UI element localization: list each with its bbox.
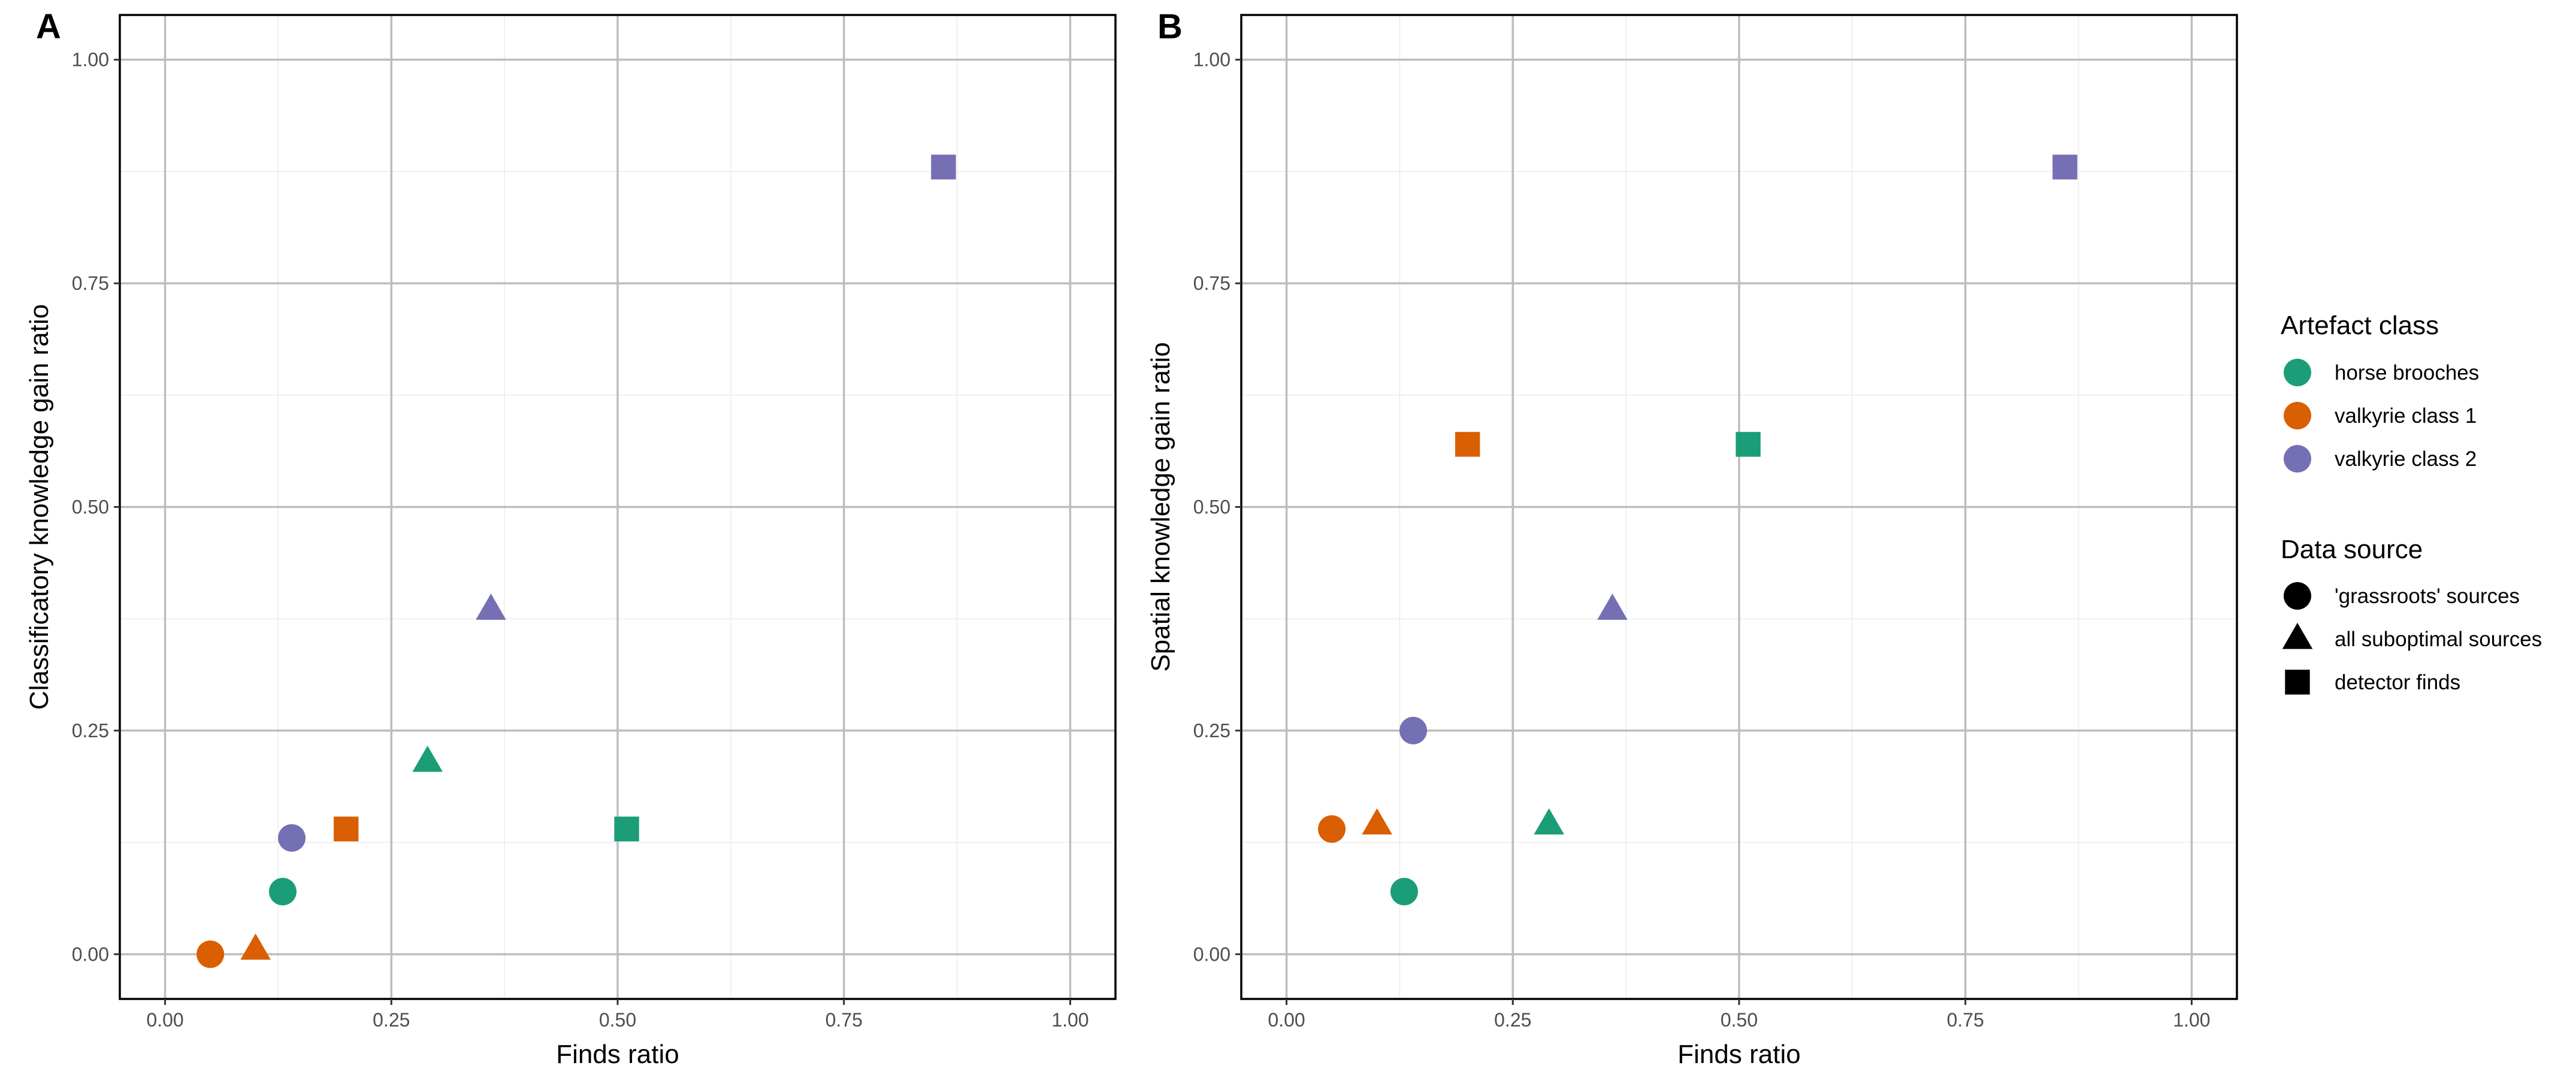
x-tick-label: 0.50 [1721, 1009, 1758, 1031]
data-point-valkyrie-class-2-circle [278, 824, 306, 852]
y-tick-label: 1.00 [1193, 49, 1230, 71]
data-point-valkyrie-class-1-circle [1318, 815, 1346, 843]
legend-label: horse brooches [2335, 361, 2479, 384]
data-point-horse-brooches-circle [268, 877, 297, 906]
legend: Artefact class horse brooches valkyrie cl… [2281, 311, 2542, 695]
data-point-valkyrie-class-1-square [334, 816, 359, 841]
legend-key-circle [2284, 582, 2311, 610]
data-point-horse-brooches-triangle [1534, 808, 1565, 835]
panel-letter: B [1157, 7, 1183, 46]
y-tick-label: 0.75 [1193, 272, 1230, 294]
y-tick-label: 0.75 [72, 272, 109, 294]
panel-a: 0.00 0.25 0.50 0.75 1.00 0.00 0.25 0.50 0.75 1.00… [25, 7, 1117, 1069]
panel-letter: A [36, 7, 61, 46]
x-tick-label: 0.25 [373, 1009, 410, 1031]
x-axis-title: Finds ratio [1677, 1040, 1800, 1069]
legend-label: 'grassroots' sources [2335, 585, 2520, 608]
data-point-valkyrie-class-1-square [1455, 432, 1480, 457]
data-point-valkyrie-class-1-triangle [240, 933, 271, 960]
data-point-horse-brooches-triangle [412, 746, 443, 772]
legend-key-horse-brooches [2284, 359, 2311, 386]
y-tick-label: 0.00 [1193, 943, 1230, 965]
legend-key-valkyrie-class-2 [2284, 445, 2311, 473]
data-point-horse-brooches-square [1736, 432, 1761, 457]
y-tick-label: 0.50 [72, 496, 109, 518]
y-tick-label: 0.50 [1193, 496, 1230, 518]
data-point-horse-brooches-circle [1390, 877, 1418, 906]
legend-color-title: Artefact class [2281, 311, 2439, 340]
legend-label: all suboptimal sources [2335, 628, 2542, 651]
x-tick-label: 1.00 [2173, 1009, 2210, 1031]
y-tick-label: 0.00 [72, 943, 109, 965]
legend-color-items: horse brooches valkyrie class 1 valkyrie c… [2284, 359, 2479, 473]
data-point-valkyrie-class-2-triangle [1597, 593, 1628, 620]
x-tick-label: 0.00 [1268, 1009, 1305, 1031]
data-point-valkyrie-class-1-circle [196, 940, 225, 968]
y-axis-title: Spatial knowledge gain ratio [1146, 342, 1175, 671]
x-tick-label: 1.00 [1051, 1009, 1089, 1031]
x-tick-label: 0.25 [1494, 1009, 1531, 1031]
legend-label: detector finds [2335, 671, 2460, 694]
data-point-valkyrie-class-2-square [2052, 155, 2078, 180]
legend-shape-title: Data source [2281, 535, 2423, 564]
y-axis-title: Classificatory knowledge gain ratio [25, 304, 54, 710]
x-tick-label: 0.75 [826, 1009, 863, 1031]
data-point-valkyrie-class-2-square [931, 155, 956, 180]
data-point-valkyrie-class-1-triangle [1362, 808, 1392, 835]
x-tick-label: 0.50 [599, 1009, 636, 1031]
x-tick-label: 0.75 [1947, 1009, 1984, 1031]
x-tick-label: 0.00 [146, 1009, 183, 1031]
x-axis-title: Finds ratio [556, 1040, 679, 1069]
legend-key-square [2285, 670, 2310, 695]
y-tick-label: 1.00 [72, 49, 109, 71]
panel-b: 0.00 0.25 0.50 0.75 1.00 0.00 0.25 0.50 0.75 1.00… [1146, 7, 2238, 1069]
data-point-valkyrie-class-2-triangle [476, 593, 506, 620]
legend-label: valkyrie class 2 [2335, 447, 2477, 471]
data-point-valkyrie-class-2-circle [1399, 716, 1428, 744]
legend-shape-items: 'grassroots' sources all suboptimal sourc… [2282, 582, 2542, 695]
legend-label: valkyrie class 1 [2335, 404, 2477, 428]
data-point-horse-brooches-square [614, 816, 639, 841]
y-tick-label: 0.25 [1193, 720, 1230, 741]
legend-key-triangle [2282, 622, 2313, 649]
y-tick-label: 0.25 [72, 720, 109, 741]
legend-key-valkyrie-class-1 [2284, 402, 2311, 429]
